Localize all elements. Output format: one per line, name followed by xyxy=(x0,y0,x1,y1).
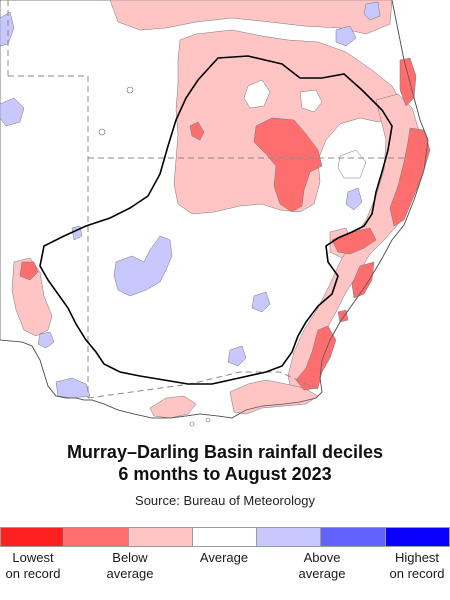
decile-legend: Lowest on record Below average Average Above a… xyxy=(0,527,450,600)
legend-label-average: Average xyxy=(179,550,269,566)
legend-label-above: Above average xyxy=(277,550,367,582)
very-much-below-small-patch xyxy=(337,309,349,323)
map-title-line-1: Murray–Darling Basin rainfall deciles xyxy=(66,442,384,462)
legend-label-line-2: average xyxy=(298,566,346,581)
very-much-below-east-coast-mid xyxy=(389,127,431,227)
coastline xyxy=(0,0,429,419)
very-much-below-west-coast xyxy=(19,261,39,281)
small-island-1 xyxy=(126,86,134,94)
legend-label-line-1: Below xyxy=(112,550,148,565)
legend-label-highest: Highest on record xyxy=(372,550,450,582)
legend-label-line-1: Above xyxy=(303,550,341,565)
small-features xyxy=(98,86,211,427)
legend-label-lowest: Lowest on record xyxy=(0,550,78,582)
legend-swatch-highest xyxy=(385,527,450,547)
above-average-small-sw xyxy=(37,331,55,349)
legend-swatch-above xyxy=(257,527,322,547)
very-much-below-south-east-corner xyxy=(295,325,337,391)
rainfall-decile-map xyxy=(0,0,431,427)
map-title-line-2: 6 months to August 2023 xyxy=(118,464,332,484)
legend-swatch-very-much-above xyxy=(321,527,386,547)
state-border-south xyxy=(87,371,321,399)
average-islands xyxy=(243,79,367,179)
legend-swatch-lowest xyxy=(0,527,65,547)
small-island-2 xyxy=(98,128,106,136)
below-average-south-coast xyxy=(149,395,197,419)
legend-label-line-2: average xyxy=(106,566,154,581)
above-average-south-patch-2 xyxy=(251,291,271,313)
above-average-central-west xyxy=(113,235,173,297)
legend-label-line-2: on record xyxy=(389,566,445,581)
above-average-south-patch-1 xyxy=(227,345,247,367)
below-average-southeast xyxy=(229,379,319,415)
very-much-below-small-north-west xyxy=(189,121,205,141)
legend-color-bar xyxy=(0,527,450,547)
legend-swatch-average xyxy=(192,527,258,547)
basin-outline xyxy=(39,55,393,385)
above-average-top-east xyxy=(363,1,381,21)
legend-swatch-below xyxy=(128,527,193,547)
very-much-below-central-north xyxy=(253,117,323,213)
legend-label-below: Below average xyxy=(85,550,175,582)
state-borders xyxy=(7,0,404,399)
legend-swatch-very-much-below xyxy=(64,527,129,547)
average-island-north xyxy=(243,79,271,109)
legend-label-line-1: Average xyxy=(199,550,249,565)
source-attribution: Source: Bureau of Meteorology xyxy=(135,493,315,508)
very-much-below-regions xyxy=(19,57,431,391)
legend-label-line-1: Lowest xyxy=(12,550,54,565)
above-average-left-small xyxy=(0,97,25,127)
map-svg xyxy=(0,0,431,427)
average-island-north-east xyxy=(299,89,323,113)
below-average-west-patch xyxy=(11,257,53,337)
small-island-4 xyxy=(189,421,195,427)
small-island-3 xyxy=(205,417,211,423)
above-average-east-patch xyxy=(345,187,363,211)
very-much-below-coastal-strip xyxy=(351,261,375,299)
below-average-top-strip xyxy=(109,0,393,35)
above-average-regions xyxy=(0,1,381,399)
legend-label-line-1: Highest xyxy=(394,550,440,565)
legend-label-line-2: on record xyxy=(5,566,61,581)
average-island-east xyxy=(337,149,367,179)
above-average-north-east xyxy=(335,25,357,47)
